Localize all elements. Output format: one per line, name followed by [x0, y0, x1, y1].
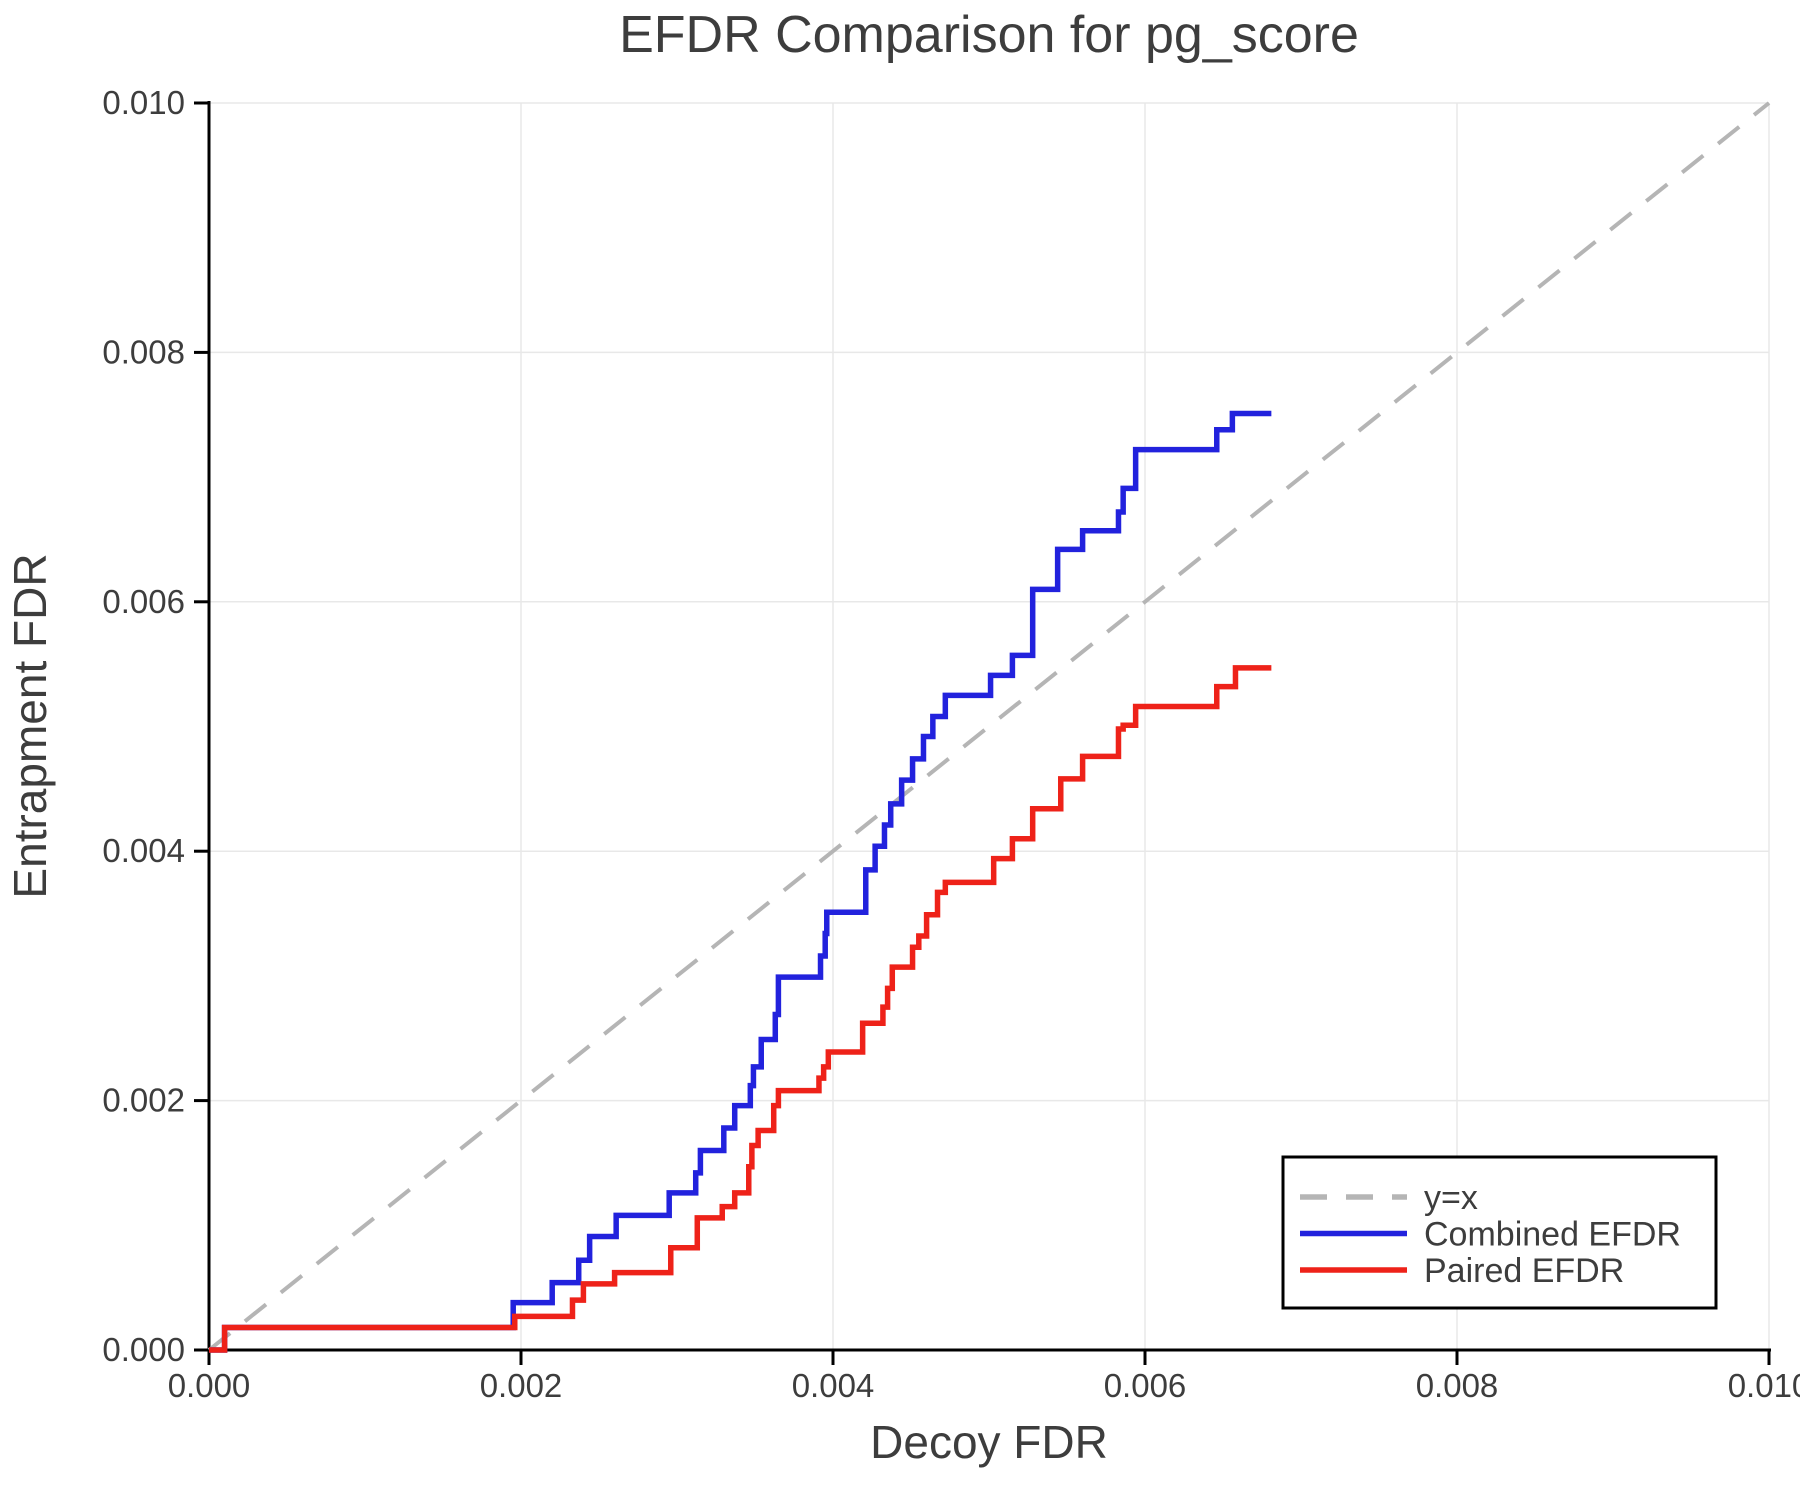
- x-tick-label: 0.010: [1728, 1367, 1800, 1404]
- legend-label-y-x: y=x: [1424, 1179, 1478, 1217]
- x-tick-label: 0.006: [1104, 1367, 1187, 1404]
- y-x-line: [207, 101, 1771, 1352]
- chart-title: EFDR Comparison for pg_score: [619, 6, 1359, 64]
- y-tick-label: 0.010: [102, 84, 185, 121]
- legend-label-combined-efdr: Combined EFDR: [1424, 1216, 1681, 1254]
- y-tick-label: 0.002: [102, 1082, 185, 1119]
- y-axis-label: Entrapment FDR: [4, 553, 56, 898]
- x-tick-label: 0.008: [1416, 1367, 1499, 1404]
- combined-efdr-line: [209, 410, 1272, 1353]
- y-tick-label: 0.004: [102, 832, 185, 869]
- series-layer: [207, 101, 1771, 1353]
- x-axis-label: Decoy FDR: [870, 1416, 1108, 1468]
- y-tick-label: 0.008: [102, 333, 185, 370]
- x-tick-label: 0.000: [168, 1367, 251, 1404]
- legend-label-paired-efdr: Paired EFDR: [1424, 1252, 1624, 1290]
- y-tick-label: 0.000: [102, 1331, 185, 1368]
- x-tick-label: 0.002: [480, 1367, 563, 1404]
- x-tick-label: 0.004: [792, 1367, 875, 1404]
- axis-layer: 0.000 0.002 0.004 0.006 0.008 0.010 0.000 0.002…: [102, 84, 1800, 1404]
- paired-efdr-line: [209, 665, 1272, 1353]
- y-tick-label: 0.006: [102, 583, 185, 620]
- grid-layer: [209, 102, 1770, 1350]
